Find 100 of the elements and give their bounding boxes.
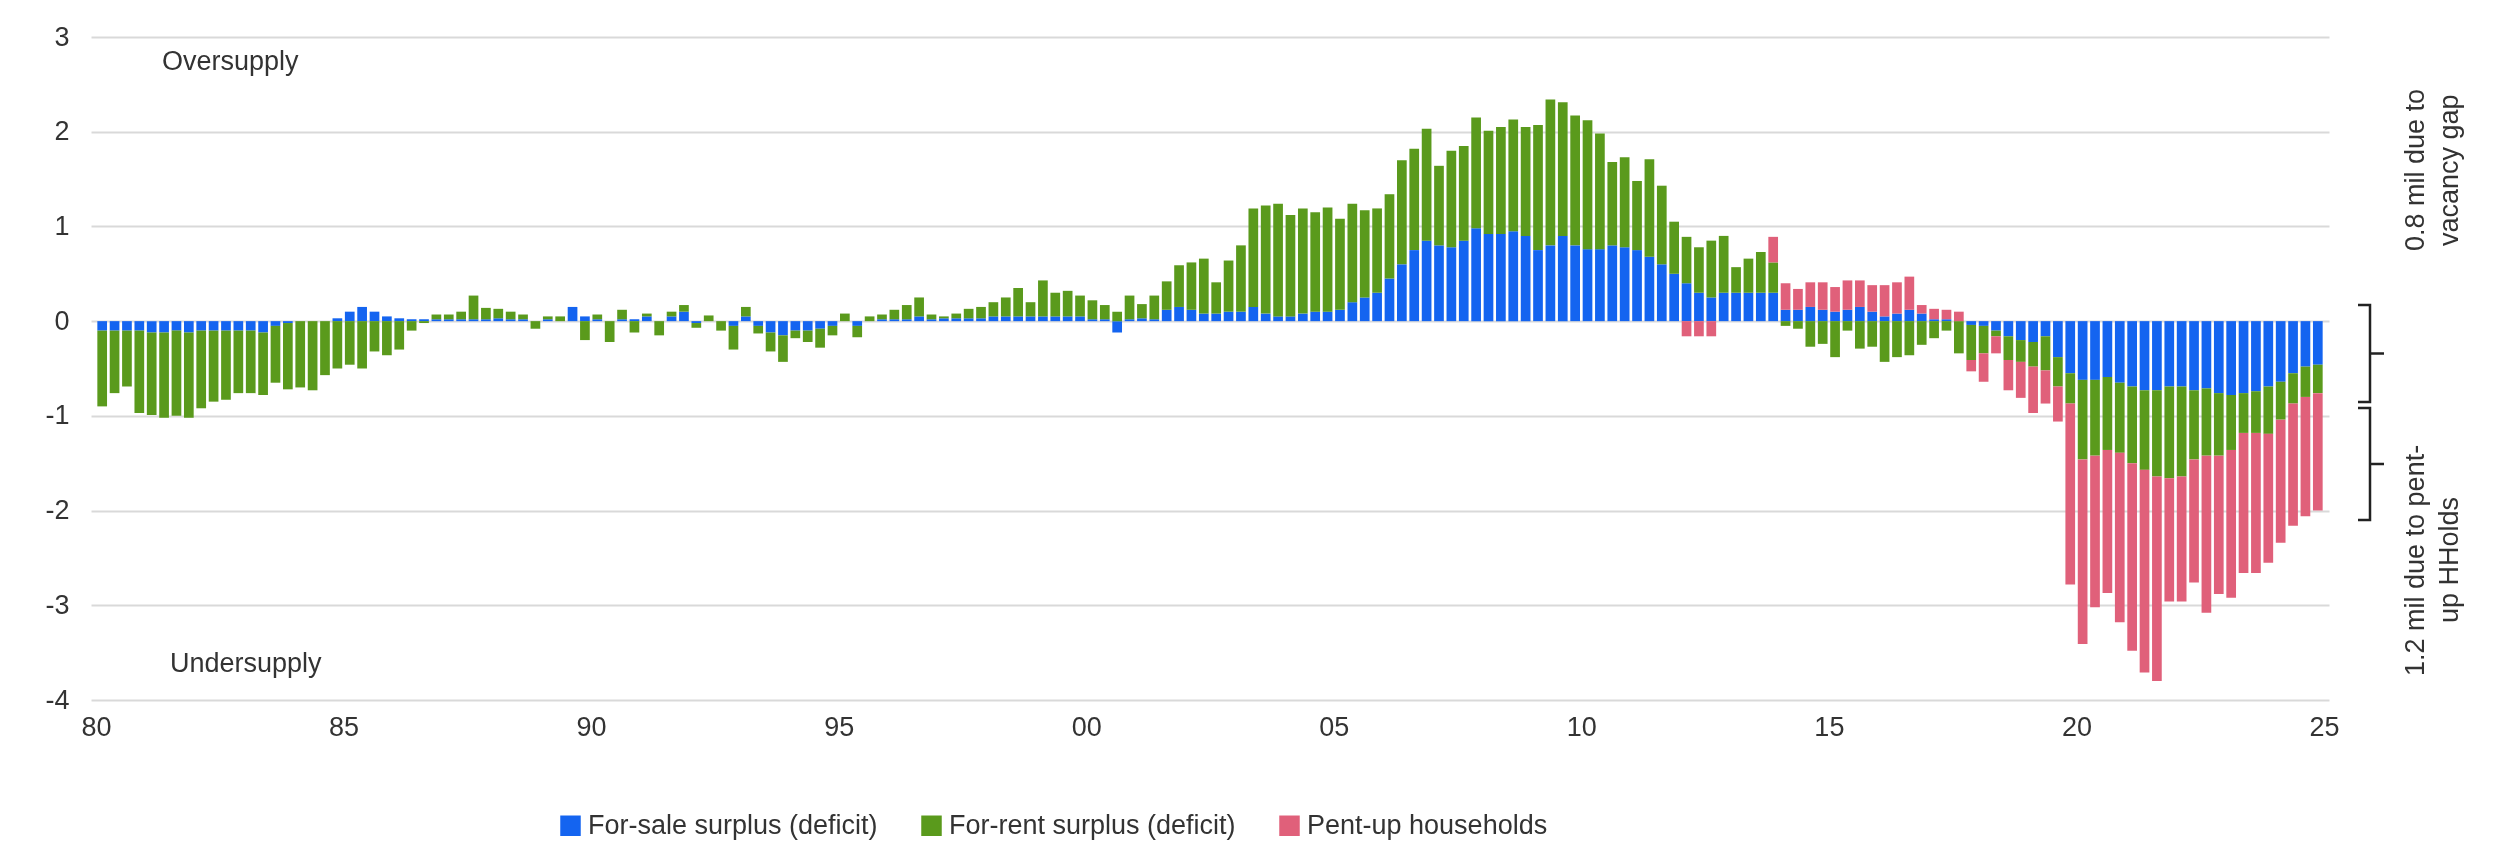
bar — [283, 323, 293, 390]
bar — [2226, 321, 2237, 396]
bar — [1892, 282, 1902, 314]
bar — [1656, 264, 1667, 322]
bar — [1694, 247, 1704, 293]
bar — [1124, 295, 1135, 320]
bar — [1545, 99, 1556, 246]
bar — [1817, 282, 1828, 310]
bar — [2053, 321, 2063, 358]
bar — [815, 321, 825, 329]
bar — [753, 325, 764, 334]
bar — [827, 321, 838, 326]
bar — [1149, 295, 1160, 320]
bar — [1793, 288, 1803, 310]
bar — [1137, 318, 1147, 322]
bar — [1595, 133, 1605, 250]
bar — [122, 330, 132, 387]
bar — [567, 306, 578, 322]
bar — [914, 297, 924, 317]
bar — [1520, 126, 1531, 236]
bar — [2102, 449, 2113, 593]
bar — [2003, 321, 2014, 337]
bar — [1533, 125, 1543, 251]
bar — [691, 323, 702, 328]
bar — [468, 295, 479, 320]
bar — [1978, 325, 1989, 354]
text: 1.2 mil due to pent-up HHolds — [2399, 443, 2465, 678]
bar — [1198, 258, 1209, 314]
bar — [1904, 276, 1915, 310]
bar — [332, 321, 343, 369]
bar — [1619, 247, 1630, 322]
bar — [2263, 386, 2274, 434]
bar — [1991, 330, 2001, 337]
bar — [2053, 357, 2063, 387]
bar — [357, 321, 367, 369]
bar — [1768, 292, 1779, 322]
bar — [258, 332, 268, 396]
bar — [790, 330, 801, 339]
annotation: Undersupply — [170, 648, 322, 679]
bar — [2213, 321, 2224, 394]
bar — [2114, 452, 2125, 623]
bar — [1867, 311, 1878, 322]
bar — [1174, 265, 1184, 307]
bar — [2040, 321, 2051, 337]
bar — [1681, 236, 1692, 284]
bar — [1582, 120, 1593, 250]
bar — [1854, 280, 1865, 307]
bar — [1632, 180, 1642, 251]
bar — [1236, 311, 1246, 322]
bar — [146, 332, 157, 415]
bar — [1694, 292, 1704, 322]
bar — [270, 321, 281, 326]
bar — [679, 311, 689, 322]
bar — [456, 311, 466, 320]
bar — [344, 311, 355, 322]
bar — [146, 321, 157, 333]
x-tick-label: 95 — [824, 711, 855, 742]
bar — [1062, 290, 1073, 317]
bar — [2015, 321, 2026, 341]
bar — [1483, 130, 1494, 235]
bar — [1211, 313, 1222, 322]
bar — [1595, 249, 1605, 322]
bar — [1941, 321, 1952, 331]
bar — [1755, 252, 1766, 293]
bar — [2213, 455, 2224, 594]
bar — [2201, 388, 2212, 456]
bar — [1768, 262, 1779, 293]
bar — [728, 325, 739, 350]
bar — [1644, 159, 1655, 257]
bar — [778, 321, 788, 336]
bar — [2139, 321, 2150, 391]
bar — [1681, 283, 1692, 322]
bar — [1793, 309, 1803, 322]
bar — [382, 316, 392, 322]
bar — [1854, 306, 1865, 322]
bar — [196, 330, 207, 409]
bar — [2238, 321, 2249, 394]
bar — [1397, 264, 1407, 322]
bar — [1805, 306, 1816, 322]
bar — [1780, 283, 1791, 310]
bar — [1421, 128, 1432, 241]
bar — [493, 318, 504, 322]
bar — [1545, 245, 1556, 322]
bar — [1904, 309, 1915, 322]
bar — [555, 316, 566, 322]
y-tick-label: -1 — [45, 400, 70, 431]
bar — [1434, 245, 1444, 322]
bar — [2065, 321, 2076, 374]
y-tick-label: 1 — [54, 210, 70, 241]
bar — [221, 321, 231, 331]
bar — [1025, 302, 1036, 317]
bar — [1174, 306, 1184, 322]
x-tick-label: 10 — [1566, 711, 1597, 742]
bar — [1991, 321, 2001, 331]
bar — [171, 330, 182, 416]
y-tick-label: -3 — [45, 589, 70, 620]
bar — [2127, 321, 2137, 387]
bar — [183, 321, 194, 333]
bar — [1384, 278, 1395, 322]
bar — [2152, 390, 2162, 477]
